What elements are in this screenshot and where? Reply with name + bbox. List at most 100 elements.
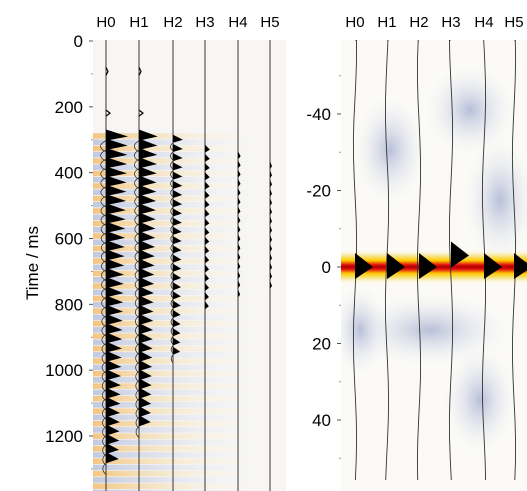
left-y-axis: 0 200 400 600 800 1000 1200 (45, 32, 93, 470)
left-warm-band (93, 133, 286, 139)
trace-wavelet (205, 227, 210, 236)
trace-wavelet (270, 179, 272, 188)
trace-wavelet (173, 328, 181, 337)
trace-wavelet (106, 249, 125, 261)
left-cool-band (93, 201, 286, 208)
trace-wavelet (173, 226, 182, 235)
left-trace-h0 (100, 40, 128, 491)
trace-peak-wedge (484, 253, 502, 279)
left-cool-band (93, 389, 286, 396)
trace-wavelet (139, 240, 156, 252)
heat-cool-region (350, 90, 430, 210)
left-warm-band (93, 220, 286, 227)
trace-wavelet (106, 184, 127, 196)
left-x-tick-h3: H3 (195, 14, 214, 31)
right-traces (352, 40, 527, 481)
left-warm-band (93, 320, 286, 327)
left-cool-band (93, 289, 286, 296)
trace-wavelet (106, 212, 126, 224)
trace-wavelet (106, 230, 126, 243)
trace-wiggle (170, 280, 174, 290)
trace-wavelet (106, 193, 127, 206)
trace-wavelet (139, 387, 152, 399)
right-trace-h0 (352, 40, 373, 481)
right-trace-h5 (511, 40, 527, 481)
left-warm-band (93, 445, 286, 452)
trace-wavelet (238, 280, 241, 289)
left-panel: H0 H1 H2 H3 H4 H5 0 200 400 600 800 1000 1200 Time … (23, 14, 286, 491)
trace-wavelet (205, 153, 210, 162)
trace-wavelet (238, 160, 241, 169)
right-x-tick-h3: H3 (441, 14, 460, 31)
trace-wavelet (270, 225, 272, 234)
left-cool-band (93, 339, 286, 346)
left-warm-band (93, 408, 286, 414)
trace-wavelet (139, 405, 151, 418)
trace-wiggle (170, 317, 174, 327)
left-warm-band (93, 295, 286, 302)
trace-wavelet (205, 246, 210, 255)
left-warm-band (93, 183, 286, 189)
left-cool-band (93, 477, 286, 483)
trace-wavelet (238, 151, 241, 160)
left-y-tick-400: 400 (55, 164, 83, 183)
trace-wavelet (270, 216, 272, 225)
trace-wavelet (106, 267, 125, 279)
right-x-tick-h2: H2 (409, 14, 428, 31)
left-cool-band (93, 314, 286, 321)
trace-wavelet (106, 378, 121, 390)
trace-wavelet (106, 313, 123, 325)
trace-line (481, 40, 487, 481)
trace-wavelet (139, 369, 152, 381)
trace-wiggle (170, 170, 174, 179)
trace-wavelet (139, 276, 155, 289)
trace-wiggle (170, 354, 174, 363)
left-cool-band (93, 489, 286, 491)
trace-wavelet (205, 255, 210, 264)
trace-wavelet (205, 172, 210, 181)
trace-wavelet (173, 263, 182, 272)
left-cool-band (93, 151, 286, 158)
trace-wavelet (238, 271, 241, 280)
left-cool-band (93, 189, 286, 196)
right-x-tick-h0: H0 (345, 14, 364, 31)
trace-wavelet (106, 424, 120, 436)
left-warm-band (93, 170, 286, 177)
trace-wavelet (173, 254, 182, 263)
heat-cool-region (460, 130, 527, 270)
left-cool-band (93, 452, 286, 458)
left-y-tick-1200: 1200 (45, 427, 83, 446)
left-x-tick-h5: H5 (260, 14, 279, 31)
trace-wavelet (139, 341, 153, 353)
trace-wavelet (173, 217, 182, 226)
left-cool-band (93, 264, 286, 271)
trace-wavelet (205, 181, 210, 190)
trace-wavelet (173, 309, 181, 318)
trace-wiggle (170, 299, 174, 308)
trace-wiggle (170, 326, 174, 336)
trace-wavelet (106, 433, 120, 445)
left-cool-band (93, 139, 286, 146)
left-cool-band (93, 377, 286, 383)
left-x-tick-h2: H2 (163, 14, 182, 31)
trace-wavelet (270, 207, 272, 216)
trace-wavelet (139, 249, 155, 261)
trace-wavelet (173, 236, 182, 245)
right-panel: H0 H1 H2 H3 H4 H5 -40 -20 0 20 40 (306, 14, 527, 491)
trace-wavelet (139, 350, 153, 362)
trace-wavelet (106, 396, 121, 408)
trace-wavelet (106, 359, 122, 372)
trace-wavelet (238, 234, 241, 243)
left-warm-band (93, 345, 286, 352)
trace-line (416, 40, 422, 481)
trace-wavelet (139, 258, 155, 270)
trace-wavelet (238, 252, 241, 261)
trace-wavelet (238, 206, 241, 215)
trace-wavelet (173, 273, 182, 281)
left-x-tick-h0: H0 (96, 14, 115, 31)
right-trace-h1 (384, 40, 405, 481)
left-warm-band (93, 395, 286, 402)
trace-wavelet (270, 170, 272, 179)
trace-wavelet (270, 197, 272, 206)
trace-wavelet (106, 147, 128, 160)
